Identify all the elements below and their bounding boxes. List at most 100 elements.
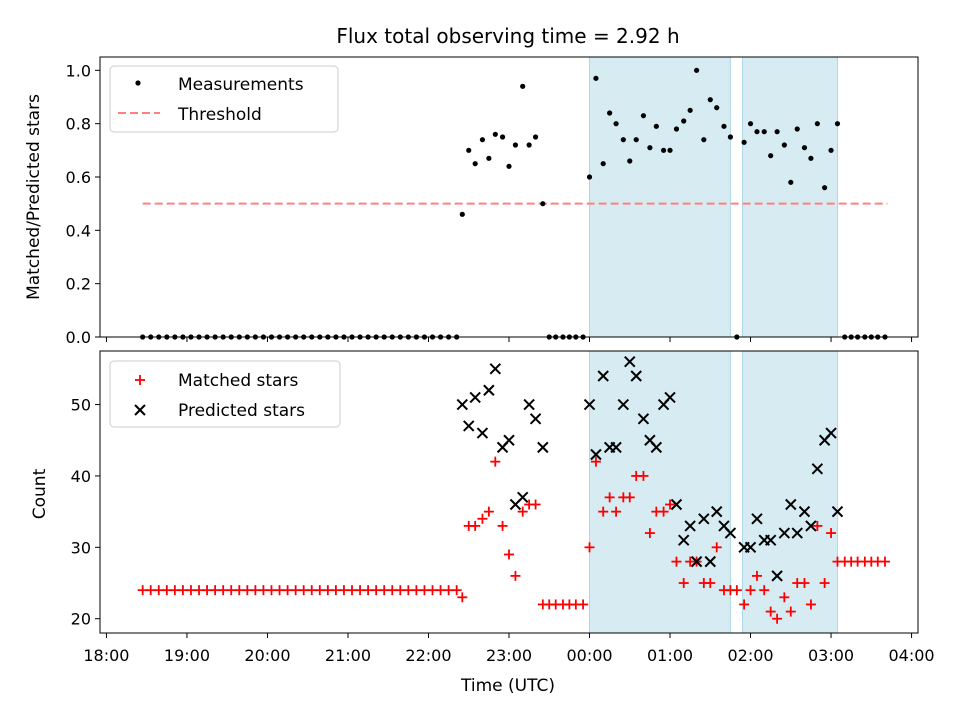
predicted-star-point-b: [825, 427, 837, 439]
legend-matched-label: Matched stars: [178, 371, 298, 391]
y-tick-label: 50: [71, 396, 91, 415]
measurement-point: [721, 123, 727, 129]
predicted-star-point-b: [744, 541, 757, 554]
matched-star-point: [879, 556, 890, 567]
measurement-point: [801, 145, 808, 151]
predicted-star-point-b: [664, 391, 676, 404]
measurement-point: [633, 137, 639, 143]
predicted-star-point-b: [523, 398, 535, 411]
x-tick-label: 23:00: [486, 646, 532, 665]
measurement-point: [499, 134, 506, 140]
measurement-point: [714, 105, 720, 111]
predicted-star-point: [711, 505, 723, 518]
predicted-star-point: [483, 384, 495, 396]
predicted-star-point-b: [678, 534, 690, 546]
predicted-star-point-b: [637, 413, 650, 425]
predicted-star-point-b: [489, 363, 502, 375]
measurement-point: [660, 147, 667, 153]
predicted-star-point-b: [798, 505, 811, 518]
matched-star-point: [711, 542, 722, 553]
predicted-star-point-b: [650, 441, 663, 454]
predicted-star-point-b: [791, 527, 803, 539]
matched-star-point: [590, 456, 601, 467]
predicted-star-point: [704, 555, 716, 568]
predicted-star-point-b: [670, 498, 683, 511]
y-tick-label: 0.0: [66, 328, 91, 347]
measurement-point: [741, 139, 747, 145]
predicted-star-point-b: [476, 427, 489, 439]
measurement-point: [459, 211, 465, 217]
predicted-star-point-b: [751, 513, 763, 525]
predicted-star-point: [489, 363, 502, 375]
predicted-star-point-b: [778, 527, 791, 539]
x-tick-label: 18:00: [83, 646, 129, 665]
y-tick-label: 40: [71, 467, 91, 486]
legend-predicted-marker: [134, 404, 146, 416]
matched-star-point: [772, 613, 783, 624]
matched-star-point: [765, 606, 776, 617]
measurement-point: [620, 137, 626, 143]
predicted-star-point: [690, 555, 703, 568]
predicted-star-point-b: [469, 391, 481, 404]
predicted-star-point-b: [771, 570, 783, 582]
matched-star-point: [644, 528, 655, 539]
matched-star-point: [584, 542, 595, 553]
x-tick-label: 04:00: [889, 646, 935, 665]
legend-measurements-label: Measurements: [178, 75, 304, 95]
matched-star-point: [530, 499, 541, 510]
y-tick-label: 30: [71, 538, 91, 557]
matched-star-point: [598, 506, 609, 517]
ratio-y-ticks: 0.0 0.2 0.4 0.6 0.8 1.0: [66, 61, 100, 347]
matched-star-point: [604, 492, 615, 503]
matched-star-point: [483, 506, 494, 517]
predicted-star-point-b: [698, 513, 710, 525]
measurement-point: [727, 134, 734, 140]
predicted-star-point-b: [516, 491, 529, 504]
measurement-point: [512, 142, 519, 148]
predicted-star-point: [805, 520, 817, 532]
measurement-point: [747, 121, 754, 127]
matched-star-point: [678, 578, 689, 589]
predicted-star-point-b: [811, 463, 824, 475]
predicted-star-point: [764, 534, 777, 546]
measurement-point: [600, 161, 606, 167]
measurement-point: [479, 137, 486, 143]
ratio-panel: 0.0 0.2 0.4 0.6 0.8 1.0 Matched/Predicted sta…: [24, 56, 919, 347]
predicted-star-point: [637, 413, 650, 425]
measurement-point: [687, 107, 693, 113]
measurement-point: [586, 174, 593, 180]
shaded-interval: [741, 56, 838, 338]
matched-star-point: [451, 585, 462, 596]
matched-star-point: [759, 585, 770, 596]
predicted-star-point-b: [537, 441, 549, 454]
ratio-y-axis-label: Matched/Predicted stars: [24, 94, 44, 300]
measurement-point: [520, 83, 526, 89]
matched-star-point: [477, 513, 488, 524]
predicted-star-point: [523, 398, 535, 411]
predicted-star-point: [610, 441, 622, 454]
predicted-star-point-b: [764, 534, 777, 546]
measurement-point: [794, 126, 800, 132]
measurement-point: [540, 201, 546, 207]
predicted-star-point: [469, 391, 481, 404]
predicted-star-point-b: [583, 398, 596, 411]
x-tick-label: 22:00: [405, 646, 451, 665]
predicted-star-point: [463, 420, 475, 432]
predicted-star-point: [811, 463, 824, 475]
matched-star-point: [779, 592, 790, 603]
predicted-star-point: [516, 491, 529, 504]
legend-threshold-label: Threshold: [177, 105, 262, 125]
measurement-point: [761, 129, 767, 135]
y-tick-label: 1.0: [66, 61, 91, 80]
matched-star-point: [611, 506, 622, 517]
matched-star-point: [812, 520, 823, 531]
predicted-star-point: [724, 527, 737, 539]
predicted-star-point: [476, 427, 489, 439]
predicted-star-point: [537, 441, 549, 454]
predicted-star-point: [624, 356, 636, 368]
predicted-star-point: [778, 527, 791, 539]
predicted-star-point-b: [630, 370, 642, 382]
y-tick-label: 0.8: [66, 115, 91, 134]
measurement-point: [834, 121, 841, 127]
